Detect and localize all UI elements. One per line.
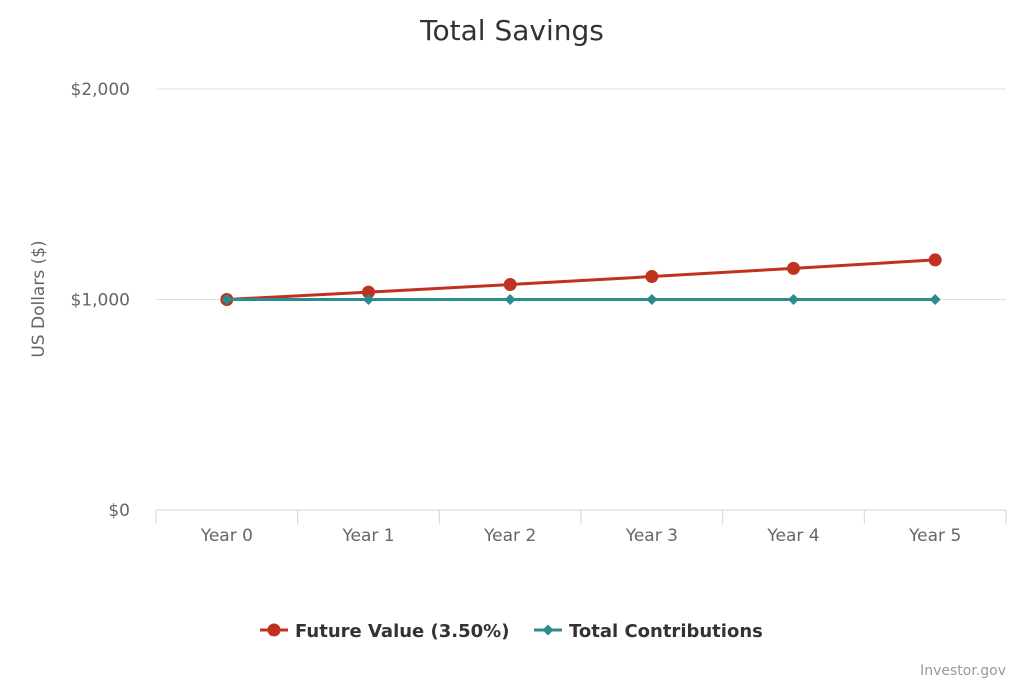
data-point[interactable] — [362, 285, 375, 299]
chart-title: Total Savings — [419, 14, 604, 47]
data-point[interactable] — [928, 253, 942, 267]
x-tick-label: Year 0 — [200, 526, 253, 546]
legend-marker — [542, 624, 554, 636]
series-layer — [220, 253, 942, 306]
legend-item-future-value[interactable]: Future Value (3.50%) — [260, 621, 509, 642]
legend-label: Future Value (3.50%) — [295, 621, 509, 642]
data-point[interactable] — [503, 278, 517, 292]
legend[interactable]: Future Value (3.50%) Total Contributions — [260, 621, 763, 642]
y-axis-title: US Dollars ($) — [29, 240, 49, 357]
credit-label[interactable]: Investor.gov — [920, 663, 1006, 679]
x-tick-label: Year 3 — [625, 526, 678, 546]
data-point[interactable] — [645, 270, 659, 284]
x-tick-label: Year 5 — [908, 526, 961, 546]
x-tick-label: Year 4 — [766, 526, 819, 546]
legend-item-total-contributions[interactable]: Total Contributions — [534, 621, 763, 642]
legend-marker — [267, 623, 281, 637]
data-point[interactable] — [787, 261, 800, 275]
data-point[interactable] — [646, 294, 658, 305]
y-tick-label: $0 — [108, 501, 130, 521]
data-point[interactable] — [221, 294, 233, 305]
x-tick-label: Year 2 — [483, 526, 536, 546]
x-axis: Year 0 Year 1 Year 2 Year 3 Year 4 Year 5 — [155, 509, 1007, 546]
legend-label: Total Contributions — [569, 621, 763, 642]
series-line — [225, 258, 937, 301]
y-axis-tick-labels: $0 $1,000 $2,000 — [71, 80, 130, 521]
series-total-contributions[interactable] — [221, 294, 941, 305]
x-tick-label: Year 1 — [341, 526, 394, 546]
data-point[interactable] — [363, 294, 374, 305]
data-point[interactable] — [929, 294, 941, 305]
y-tick-label: $2,000 — [71, 80, 130, 100]
grid-lines — [156, 88, 1006, 300]
y-tick-label: $1,000 — [71, 291, 130, 311]
data-point[interactable] — [504, 294, 516, 305]
data-point[interactable] — [788, 294, 799, 305]
